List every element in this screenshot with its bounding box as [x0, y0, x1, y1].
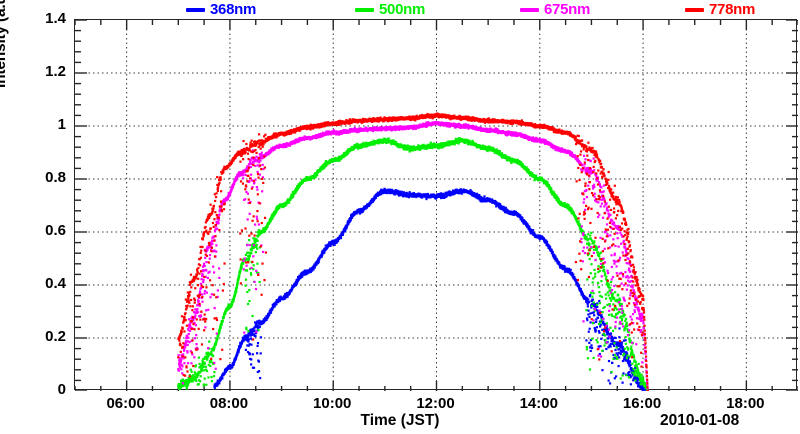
series-778nm	[177, 112, 649, 391]
x-tick-label: 14:00	[519, 395, 558, 412]
chart-legend: 368nm 500nm 675nm 778nm	[0, 0, 800, 20]
x-tick-label: 12:00	[416, 395, 455, 412]
legend-label: 500nm	[379, 1, 426, 18]
legend-swatch-icon	[186, 7, 205, 12]
legend-item-675nm: 675nm	[520, 1, 590, 18]
legend-item-368nm: 368nm	[186, 1, 256, 18]
y-tick-label: 0.8	[45, 169, 66, 186]
legend-label: 675nm	[544, 1, 591, 18]
axis-ticks	[75, 20, 798, 391]
legend-item-778nm: 778nm	[685, 1, 755, 18]
y-tick-label: 1	[57, 116, 66, 133]
y-tick-label: 0	[57, 381, 66, 398]
series-675nm	[177, 120, 649, 391]
series-500nm	[177, 137, 649, 391]
plot-canvas	[75, 20, 798, 391]
series-368nm	[213, 187, 649, 391]
legend-swatch-icon	[355, 7, 374, 12]
legend-swatch-icon	[520, 7, 539, 12]
y-tick-label: 0.6	[45, 222, 66, 239]
y-tick-label: 1.4	[45, 10, 66, 27]
legend-item-500nm: 500nm	[355, 1, 425, 18]
y-tick-label: 0.2	[45, 328, 66, 345]
x-tick-label: 08:00	[209, 395, 249, 412]
y-tick-label: 1.2	[45, 63, 66, 80]
y-tick-label: 0.4	[45, 275, 66, 292]
x-tick-label: 16:00	[622, 395, 662, 412]
legend-swatch-icon	[685, 7, 704, 12]
grid-lines	[75, 20, 798, 391]
x-tick-label: 18:00	[726, 395, 765, 412]
date-stamp: 2010-01-08	[660, 412, 740, 429]
x-tick-label: 10:00	[313, 395, 352, 412]
legend-label: 778nm	[709, 1, 756, 18]
x-axis-title: Time (JST)	[360, 412, 440, 429]
legend-label: 368nm	[210, 1, 257, 18]
plot-area	[74, 19, 798, 391]
x-tick-label: 06:00	[106, 395, 145, 412]
